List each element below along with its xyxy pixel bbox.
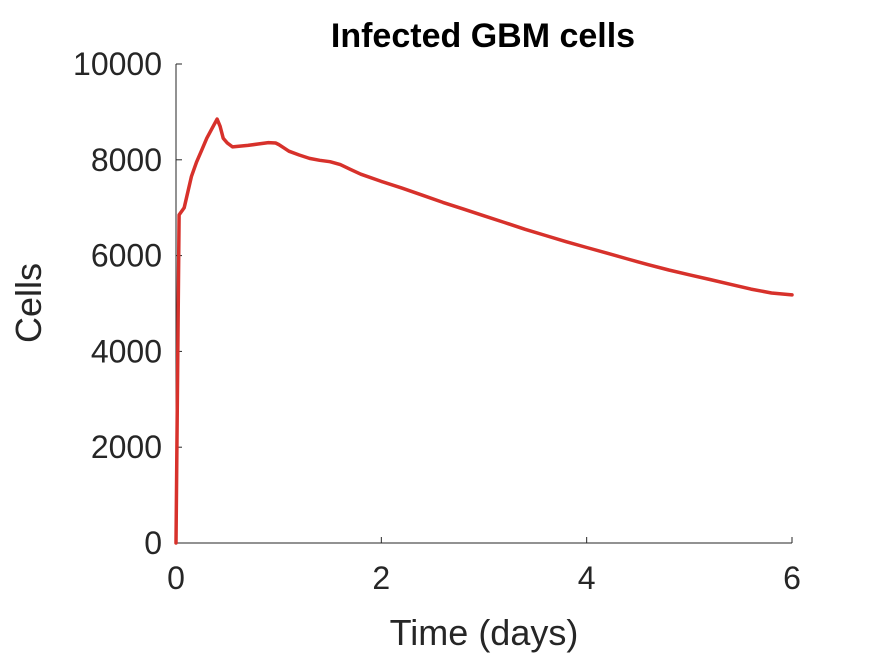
y-tick-label: 6000	[91, 238, 162, 274]
series-line-0	[174, 117, 794, 545]
y-ticks: 0 2000 4000 6000 8000 10000	[73, 46, 182, 561]
y-tick-label: 4000	[91, 333, 162, 369]
x-axis-label: Time (days)	[390, 612, 579, 653]
axes: 0 2000 4000 6000 8000 10000 0 2 4 6	[73, 46, 801, 596]
x-tick-label: 4	[578, 560, 596, 596]
y-tick-label: 2000	[91, 429, 162, 465]
y-tick-label: 8000	[91, 142, 162, 178]
y-tick-label: 10000	[73, 46, 162, 82]
x-tick-label: 2	[372, 560, 390, 596]
x-tick-label: 6	[783, 560, 801, 596]
y-tick-label: 0	[144, 525, 162, 561]
x-ticks: 0 2 4 6	[167, 537, 801, 596]
x-tick-label: 0	[167, 560, 185, 596]
y-axis-label: Cells	[8, 263, 49, 343]
series-layer	[174, 117, 794, 545]
chart-title: Infected GBM cells	[331, 17, 635, 55]
